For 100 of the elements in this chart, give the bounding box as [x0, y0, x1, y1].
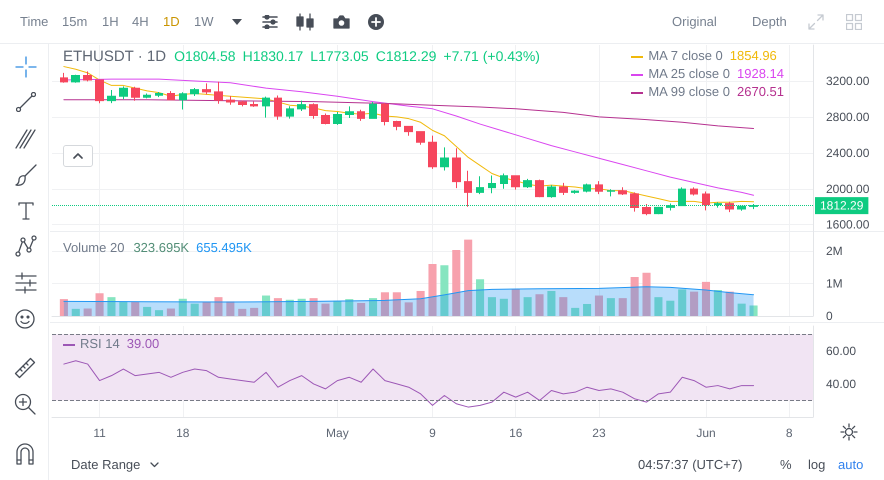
candlestick — [618, 186, 627, 196]
candlestick — [214, 81, 223, 104]
bar — [404, 302, 413, 316]
candlestick — [297, 100, 306, 112]
bar — [72, 308, 80, 316]
x-tick-label: 16 — [509, 426, 523, 440]
candlestick — [725, 201, 734, 213]
candlestick — [250, 101, 258, 108]
bar — [321, 304, 330, 316]
candlestick — [393, 120, 401, 131]
bar — [547, 290, 556, 316]
candlestick — [83, 70, 92, 82]
annotation: +7.71 (+0.43%) — [443, 48, 540, 64]
bar — [714, 290, 722, 316]
bar — [630, 277, 639, 316]
chart-title: ETHUSDT · 1D — [63, 48, 166, 65]
annotation: O1804.58 — [174, 48, 236, 64]
bar — [310, 298, 318, 316]
bar — [202, 302, 211, 316]
bar — [119, 302, 128, 316]
text: Volume 20 — [63, 240, 124, 255]
bar — [154, 310, 164, 316]
bar — [571, 308, 580, 316]
candlestick — [595, 180, 603, 195]
candlestick — [559, 182, 568, 196]
text: 15m — [62, 14, 88, 30]
candlestick — [404, 125, 413, 136]
bar — [464, 240, 472, 316]
candlestick — [345, 106, 354, 119]
y-tick-label: 60.00 — [826, 344, 856, 358]
bar — [428, 264, 437, 316]
legend-label: MA 25 close 0 — [648, 66, 730, 81]
y-tick-label: 40.00 — [826, 376, 856, 391]
bar — [107, 297, 116, 316]
candlestick — [690, 186, 698, 196]
bar — [702, 282, 710, 316]
bar — [357, 303, 366, 316]
candlestick — [95, 78, 104, 104]
candlestick — [535, 179, 544, 198]
candlestick — [179, 92, 187, 110]
bar — [286, 300, 294, 316]
candlestick — [274, 95, 282, 120]
candlestick — [60, 72, 68, 84]
candlestick — [321, 112, 330, 125]
bar — [642, 272, 651, 316]
candlestick — [119, 86, 128, 100]
candlestick — [190, 87, 199, 96]
x-tick-label: 11 — [93, 426, 106, 440]
bar — [750, 305, 758, 316]
candlestick — [464, 170, 472, 208]
text: Time — [20, 14, 48, 30]
x-tick-label: Jun — [696, 426, 716, 440]
bar — [238, 308, 246, 316]
candlestick — [369, 102, 377, 120]
candlestick — [309, 102, 318, 120]
bar — [690, 292, 698, 316]
text: Depth — [752, 14, 787, 30]
bar — [583, 304, 592, 316]
candlestick — [500, 172, 508, 190]
annotation: L1773.05 — [310, 48, 369, 64]
candlestick — [607, 188, 615, 197]
text: Original — [672, 14, 717, 30]
text: Date Range — [71, 457, 140, 473]
bar — [178, 298, 187, 316]
bar — [594, 296, 604, 316]
candlestick — [630, 192, 639, 212]
bar — [96, 293, 104, 316]
candlestick — [238, 100, 247, 107]
bar — [440, 265, 448, 316]
candlestick — [131, 86, 140, 102]
x-tick-label: 18 — [176, 426, 190, 440]
candlestick — [428, 135, 437, 170]
bar — [392, 292, 401, 316]
annotation: 1928.14 — [737, 66, 784, 81]
bar — [131, 302, 140, 316]
y-tick-label: 2800.00 — [826, 110, 870, 124]
bar — [250, 308, 258, 316]
text: % — [780, 457, 792, 473]
line-series — [63, 360, 754, 408]
text: log — [808, 457, 826, 473]
candlestick — [416, 130, 425, 146]
bar — [452, 250, 460, 316]
candlestick — [155, 91, 163, 98]
candlestick — [523, 178, 532, 189]
y-tick-label: 2000.00 — [826, 182, 870, 196]
text: 1W — [194, 14, 214, 30]
candlestick — [226, 96, 235, 106]
x-tick-label: May — [326, 426, 349, 440]
text: 1H — [102, 14, 119, 30]
bar — [333, 300, 342, 316]
candlestick — [107, 90, 116, 104]
text: 04:57:37 (UTC+7) — [638, 457, 742, 473]
candlestick — [511, 175, 520, 190]
candlestick — [547, 184, 556, 198]
legend-label: MA 7 close 0 — [648, 48, 723, 63]
text: auto — [838, 457, 864, 473]
y-tick-label: 2M — [826, 244, 843, 258]
bar — [512, 289, 520, 316]
line-series — [63, 99, 754, 130]
bar — [345, 299, 354, 316]
